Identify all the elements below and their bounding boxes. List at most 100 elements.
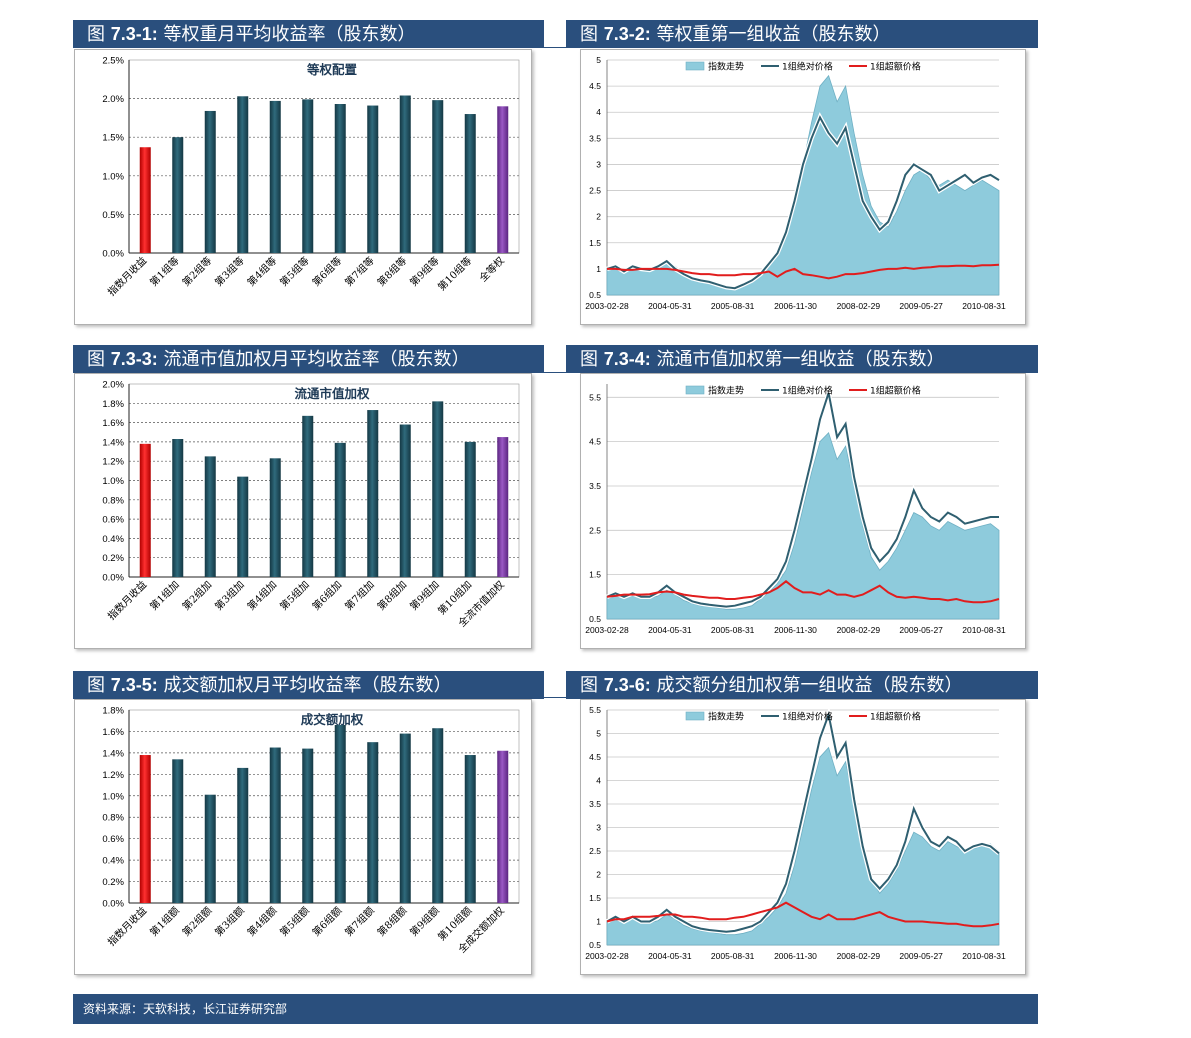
legend-label: 指数走势 xyxy=(708,385,744,397)
legend: 指数走势 1组绝对价格 1组超额价格 xyxy=(685,61,921,73)
bar-指数月收益 xyxy=(139,147,151,253)
x-tick-label: 第4组额 xyxy=(244,904,279,939)
y-tick-label: 3.5 xyxy=(589,481,601,491)
bar-指数月收益 xyxy=(139,443,151,577)
bar-第7组额 xyxy=(367,742,379,903)
x-tick-label: 第1组加 xyxy=(147,578,182,613)
bar-chart-equal-weight: 0.0% 0.5% 1.0% 1.5% 2.0% 2.5% 等权配置 指数月收益 第1组等 第2组… xyxy=(74,49,532,325)
x-tick-label: 第8组加 xyxy=(374,578,409,613)
x-tick-label: 指数月收益 xyxy=(105,254,150,299)
x-tick-label: 第1组额 xyxy=(147,904,182,939)
bar-第1组等 xyxy=(172,137,184,253)
bar-第2组额 xyxy=(204,794,216,903)
x-tick-label: 2010-08-31 xyxy=(962,625,1006,635)
figure-title: 流通市值加权第一组收益（股东数） xyxy=(656,349,945,370)
line-chart-equal-weight-group1: 0.5 1 1.5 2 2.5 3 3.5 4 4.5 5 2003-02-28 2004-05-31… xyxy=(580,49,1026,325)
figure-number: 7.3-5: xyxy=(110,675,158,695)
bar-第3组额 xyxy=(237,767,249,903)
figure-header-7-3-4: 图 7.3-4: 流通市值加权第一组收益（股东数） xyxy=(566,345,1038,373)
x-tick-label: 2004-05-31 xyxy=(648,951,692,961)
x-tick-label: 第8组等 xyxy=(374,254,409,289)
bar-第3组加 xyxy=(237,476,249,577)
y-tick-label: 1.2% xyxy=(102,770,124,781)
x-tick-label: 2009-05-27 xyxy=(899,301,943,311)
y-tick-label: 1.0% xyxy=(102,476,124,487)
chart-svg: 0.5 1 1.5 2 2.5 3 3.5 4 4.5 5 5.5 2003-02-28 2004-05… xyxy=(585,705,1006,961)
bar-第4组额 xyxy=(269,747,281,903)
legend-label: 1组超额价格 xyxy=(870,61,921,73)
bar-chart-float-cap-weight: 0.0% 0.2% 0.4% 0.6% 0.8% 1.0% 1.2% 1.4% 1.6% 1.8%… xyxy=(74,373,532,649)
series-line-1组绝对价格 xyxy=(606,392,999,608)
figure-title: 流通市值加权月平均收益率（股东数） xyxy=(163,349,470,370)
bar-全成交额加权 xyxy=(497,750,509,903)
x-tick-label: 2006-11-30 xyxy=(774,951,817,961)
y-tick-label: 1.5 xyxy=(589,238,601,248)
y-tick-label: 0.8% xyxy=(102,813,124,824)
header-divider xyxy=(544,47,566,48)
y-tick-label: 1.5% xyxy=(102,133,124,144)
bar-第7组加 xyxy=(367,410,379,577)
y-tick-label: 1.4% xyxy=(102,437,124,448)
y-tick-label: 1.5 xyxy=(589,570,601,580)
x-tick-label: 第9组加 xyxy=(407,578,442,613)
bar-全等权 xyxy=(497,106,509,253)
y-tick-label: 3.5 xyxy=(589,799,601,809)
x-tick-label: 第7组额 xyxy=(342,904,377,939)
figure-number: 7.3-3: xyxy=(110,349,158,369)
y-tick-label: 0.0% xyxy=(102,249,124,260)
y-tick-label: 0.8% xyxy=(102,495,124,506)
bar-第5组额 xyxy=(302,748,314,903)
x-tick-label: 第2组加 xyxy=(179,578,214,613)
y-tick-label: 1.6% xyxy=(102,727,124,738)
y-tick-label: 0.4% xyxy=(102,856,124,867)
y-tick-label: 3 xyxy=(596,159,601,169)
bar-chart-turnover-weight: 0.0% 0.2% 0.4% 0.6% 0.8% 1.0% 1.2% 1.4% 1.6% 1.8%… xyxy=(74,699,532,975)
bar-第10组加 xyxy=(464,441,476,577)
legend-label: 1组绝对价格 xyxy=(782,711,833,723)
legend-swatch xyxy=(685,385,705,395)
y-tick-label: 1.4% xyxy=(102,748,124,759)
plot-area xyxy=(128,709,520,904)
figure-header-7-3-5: 图 7.3-5: 成交额加权月平均收益率（股东数） xyxy=(73,671,544,699)
legend: 指数走势 1组绝对价格 1组超额价格 xyxy=(685,385,921,397)
bar-第3组等 xyxy=(237,96,249,253)
legend-label: 1组超额价格 xyxy=(870,385,921,397)
bar-第9组加 xyxy=(432,401,444,577)
x-tick-label: 第3组等 xyxy=(212,254,247,289)
legend-label: 1组绝对价格 xyxy=(782,61,833,73)
y-tick-label: 0.2% xyxy=(102,877,124,888)
bar-第8组加 xyxy=(399,424,411,577)
bar-第1组加 xyxy=(172,439,184,577)
y-tick-label: 5 xyxy=(596,729,601,739)
line-chart-float-cap-weight-group1: 0.5 1.5 2.5 3.5 4.5 5.5 2003-02-28 2004-05-31 20… xyxy=(580,373,1026,649)
figure-title: 成交额加权月平均收益率（股东数） xyxy=(163,675,452,696)
x-tick-label: 第9组额 xyxy=(407,904,442,939)
source-footer: 资料来源：天软科技，长江证券研究部 xyxy=(73,994,1038,1024)
chart-title: 成交额加权 xyxy=(301,712,364,727)
y-tick-label: 0.5 xyxy=(589,940,601,950)
y-tick-label: 0.6% xyxy=(102,515,124,526)
series-line-1组超额价格 xyxy=(606,901,1000,928)
x-tick-label: 第5组额 xyxy=(277,904,312,939)
figure-number: 7.3-6: xyxy=(603,675,651,695)
x-tick-label: 2004-05-31 xyxy=(648,301,692,311)
chart-svg: 0.5 1 1.5 2 2.5 3 3.5 4 4.5 5 2003-02-28 2004-05-31… xyxy=(585,55,1006,311)
bar-指数月收益 xyxy=(139,755,151,903)
figure-header-7-3-3: 图 7.3-3: 流通市值加权月平均收益率（股东数） xyxy=(73,345,544,373)
x-tick-label: 2009-05-27 xyxy=(899,625,943,635)
x-tick-label: 第3组额 xyxy=(212,904,247,939)
x-tick-label: 第10组等 xyxy=(435,254,474,293)
x-tick-label: 2006-11-30 xyxy=(774,301,817,311)
y-tick-label: 2.0% xyxy=(102,94,124,105)
x-tick-label: 第1组等 xyxy=(147,254,182,289)
source-text: 资料来源：天软科技，长江证券研究部 xyxy=(83,1002,288,1016)
y-tick-label: 5.5 xyxy=(589,392,601,402)
x-tick-label: 第9组等 xyxy=(407,254,442,289)
chart-title: 等权配置 xyxy=(306,62,358,77)
y-tick-label: 0.0% xyxy=(102,899,124,910)
plot-area xyxy=(128,383,520,578)
y-tick-label: 2 xyxy=(596,870,601,880)
y-tick-label: 0.5 xyxy=(589,614,601,624)
figure-title: 成交额分组加权第一组收益（股东数） xyxy=(656,675,963,696)
